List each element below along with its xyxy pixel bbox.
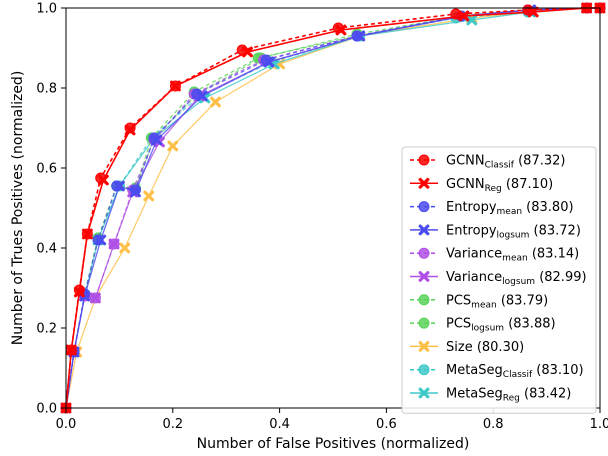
legend-entry: MetaSegClassif (83.10) <box>410 363 584 380</box>
legend-label: Variancemean (83.14) <box>446 247 579 264</box>
data-point <box>81 228 93 240</box>
legend-entry: Variancelogsum (82.99) <box>410 270 587 287</box>
series-gcnn-classif <box>60 2 606 414</box>
x-tick-label: 1.0 <box>590 417 608 432</box>
y-tick-label: 0.4 <box>36 242 57 257</box>
data-point <box>210 96 221 108</box>
legend-label: MetaSegReg (83.42) <box>446 387 571 404</box>
legend-entry: Size (80.30) <box>410 340 524 355</box>
legend-entry: Entropylogsum (83.72) <box>410 223 581 240</box>
data-point <box>73 284 85 296</box>
data-point <box>108 238 120 250</box>
x-axis-label: Number of False Positives (normalized) <box>197 436 470 452</box>
data-point <box>119 242 131 254</box>
legend-label: MetaSegClassif (83.10) <box>446 363 584 380</box>
y-tick-label: 0.6 <box>36 162 57 177</box>
data-point <box>458 10 470 22</box>
legend-marker <box>418 294 430 306</box>
data-point <box>130 186 141 198</box>
legend-marker <box>418 364 430 376</box>
legend-label: PCSmean (83.79) <box>446 293 548 310</box>
data-point <box>522 4 534 16</box>
x-tick-label: 0.0 <box>56 417 77 432</box>
legend-marker <box>418 154 430 166</box>
data-point <box>263 56 275 68</box>
y-tick-label: 1.0 <box>36 2 57 17</box>
x-tick-label: 0.2 <box>162 417 183 432</box>
data-point <box>450 8 462 20</box>
legend-marker <box>418 201 430 213</box>
y-tick-label: 0.2 <box>36 322 57 337</box>
data-point <box>113 180 125 192</box>
legend-label: Entropylogsum (83.72) <box>446 223 581 240</box>
legend-box <box>401 146 597 414</box>
x-tick-label: 0.4 <box>269 417 290 432</box>
ticks-layer: 0.0 0.2 0.4 0.6 0.8 1.0 0.0 0.2 0.4 0.6 0.8 1.0 <box>36 2 608 433</box>
data-point <box>466 14 478 26</box>
legend-marker <box>418 247 430 259</box>
legend-label: Variancelogsum (82.99) <box>446 270 587 287</box>
legend: GCNNClassif (87.32) GCNNReg (87.10) Entrop… <box>401 146 597 414</box>
data-point <box>111 180 123 192</box>
data-point <box>95 172 107 184</box>
legend-label: Entropymean (83.80) <box>446 200 574 217</box>
legend-label: GCNNReg (87.10) <box>446 177 553 194</box>
legend-marker <box>418 317 430 329</box>
data-point <box>196 90 208 102</box>
data-point <box>89 292 101 304</box>
data-point <box>124 122 136 134</box>
data-point <box>151 134 163 146</box>
data-point <box>169 80 181 92</box>
legend-marker <box>418 177 430 189</box>
legend-entry: Entropymean (83.80) <box>410 200 574 217</box>
legend-entry: PCSmean (83.79) <box>410 293 548 310</box>
x-tick-label: 0.6 <box>376 417 397 432</box>
data-point <box>65 344 77 356</box>
axes-layer <box>65 7 601 409</box>
data-point <box>167 140 179 152</box>
y-axis-label: Number of Trues Positives (normalized) <box>10 71 26 346</box>
legend-label: GCNNClassif (87.32) <box>446 154 565 171</box>
data-point <box>143 190 155 202</box>
y-tick-label: 0.0 <box>36 402 57 417</box>
legend-label: PCSlogsum (83.88) <box>446 317 556 334</box>
y-tick-label: 0.8 <box>36 82 57 97</box>
legend-entry: GCNNReg (87.10) <box>410 177 553 194</box>
legend-marker <box>418 271 430 282</box>
legend-label: Size (80.30) <box>446 340 524 355</box>
data-point <box>332 22 344 34</box>
data-point <box>236 44 248 56</box>
axes-frame <box>65 7 601 409</box>
legend-marker <box>418 224 430 236</box>
legend-marker <box>418 341 430 352</box>
legend-marker <box>418 387 430 399</box>
data-point <box>95 234 107 246</box>
legend-entry: PCSlogsum (83.88) <box>410 317 556 334</box>
legend-entry: MetaSegReg (83.42) <box>410 387 571 404</box>
legend-entry: Variancemean (83.14) <box>410 247 579 264</box>
legend-entry: GCNNClassif (87.32) <box>410 154 565 171</box>
x-tick-label: 0.8 <box>483 417 504 432</box>
data-point <box>354 30 366 42</box>
